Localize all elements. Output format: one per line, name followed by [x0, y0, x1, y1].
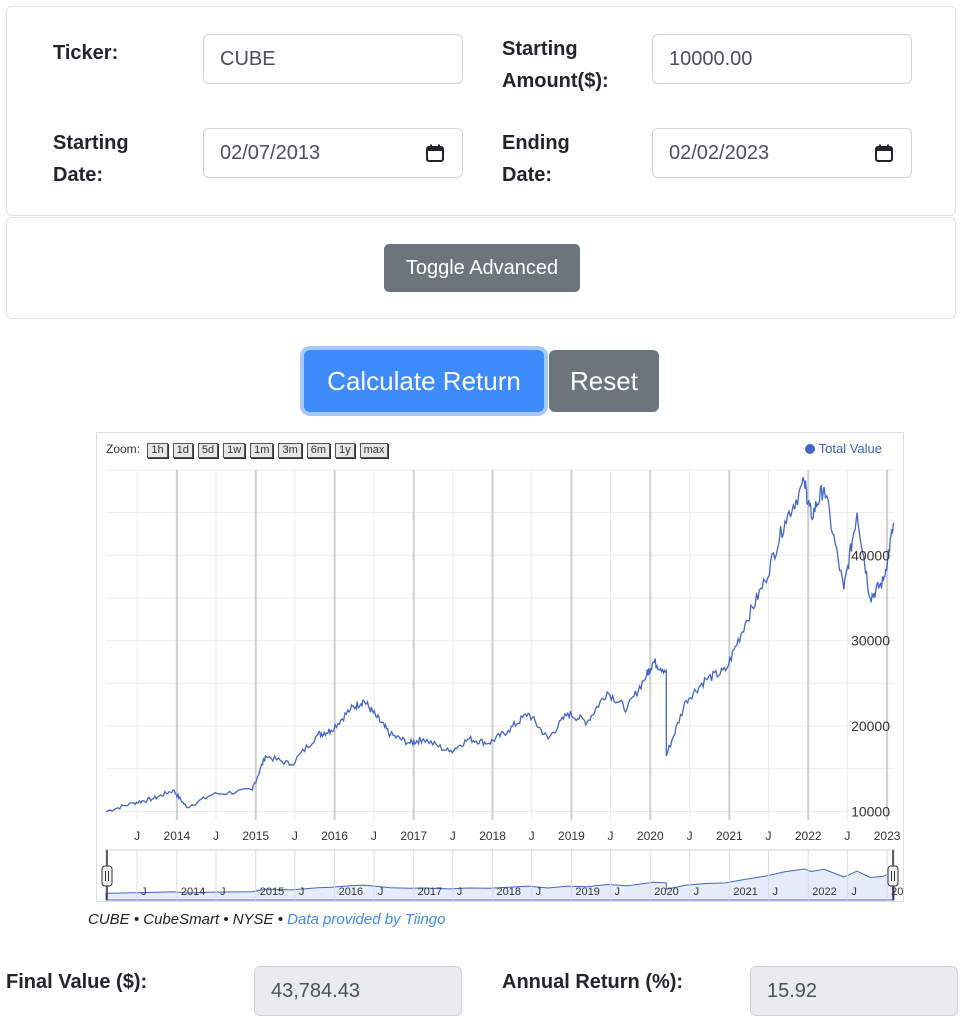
- navigator-tick-label: 2016: [339, 886, 363, 898]
- annual-return-label: Annual Return (%):: [502, 971, 684, 993]
- navigator-series: [105, 868, 895, 901]
- ticker-input[interactable]: CUBE: [203, 34, 463, 84]
- chart-legend[interactable]: Total Value: [805, 441, 882, 456]
- navigator-tick-label: 2022: [812, 886, 836, 898]
- legend-marker-icon: [805, 444, 816, 454]
- zoom-button-1d[interactable]: 1d: [172, 443, 193, 458]
- starting-amount-label: Starting Amount($):: [502, 38, 609, 92]
- x-tick-label: J: [134, 829, 140, 843]
- navigator-tick-label: 2021: [733, 886, 757, 898]
- chart-frame: [96, 432, 904, 902]
- starting-date-input[interactable]: 02/07/2013: [203, 128, 463, 178]
- navigator-tick-label: J: [694, 886, 700, 898]
- chart-caption: CUBE • CubeSmart • NYSE • Data provided …: [88, 911, 445, 928]
- calendar-icon[interactable]: [875, 144, 893, 162]
- x-tick-label: 2018: [479, 829, 506, 843]
- starting-date-value: 02/07/2013: [220, 142, 321, 164]
- navigator-tick-label: J: [378, 886, 384, 898]
- x-tick-label: J: [687, 829, 693, 843]
- navigator-tick-label: 2015: [260, 886, 284, 898]
- x-tick-label: J: [844, 829, 850, 843]
- reset-button[interactable]: Reset: [549, 350, 659, 412]
- navigator-handle-right[interactable]: [887, 865, 899, 887]
- x-tick-label: J: [765, 829, 771, 843]
- zoom-button-6m[interactable]: 6m: [306, 443, 331, 458]
- zoom-button-3m[interactable]: 3m: [278, 443, 302, 458]
- calculate-return-button[interactable]: Calculate Return: [304, 350, 544, 412]
- ending-date-value: 02/02/2023: [669, 142, 770, 164]
- navigator-handle-left[interactable]: [101, 865, 113, 887]
- zoom-bar: Zoom: 1h 1d 5d 1w 1m 3m 6m 1y max: [106, 442, 393, 458]
- y-tick-label: 10000: [851, 803, 890, 819]
- navigator-tick-label: J: [141, 886, 147, 898]
- navigator-tick-label: 2014: [181, 886, 205, 898]
- ending-date-label: Ending Date:: [502, 132, 570, 186]
- input-card: Ticker: CUBE Starting Amount($): 10000.0…: [6, 6, 956, 216]
- y-tick-label: 40000: [851, 547, 890, 563]
- x-tick-label: 2016: [321, 829, 348, 843]
- zoom-button-1w[interactable]: 1w: [223, 443, 246, 458]
- x-tick-label: 2020: [637, 829, 664, 843]
- starting-amount-input[interactable]: 10000.00: [652, 34, 912, 84]
- toggle-advanced-button[interactable]: Toggle Advanced: [384, 244, 580, 292]
- y-tick-label: 30000: [851, 633, 890, 649]
- zoom-button-1y[interactable]: 1y: [335, 443, 355, 458]
- advanced-card: Toggle Advanced: [6, 217, 956, 319]
- tiingo-link[interactable]: Data provided by Tiingo: [287, 911, 446, 928]
- x-tick-label: 2014: [164, 829, 191, 843]
- navigator-tick-label: J: [615, 886, 621, 898]
- x-tick-label: 2019: [558, 829, 585, 843]
- navigator-tick-label: J: [772, 886, 778, 898]
- x-tick-label: 2015: [242, 829, 269, 843]
- x-tick-label: 2017: [400, 829, 427, 843]
- legend-label: Total Value: [818, 441, 882, 456]
- navigator-tick-label: J: [299, 886, 305, 898]
- x-tick-label: J: [529, 829, 535, 843]
- navigator-tick-label: J: [220, 886, 226, 898]
- zoom-button-1m[interactable]: 1m: [250, 443, 274, 458]
- navigator-tick-label: J: [851, 886, 857, 898]
- final-value-output: 43,784.43: [254, 966, 462, 1016]
- navigator-tick-label: 2018: [497, 886, 521, 898]
- x-tick-label: 2021: [716, 829, 743, 843]
- caption-text: CUBE • CubeSmart • NYSE •: [88, 911, 288, 928]
- x-tick-label: J: [292, 829, 298, 843]
- x-tick-label: J: [450, 829, 456, 843]
- navigator-tick-label: 2019: [575, 886, 599, 898]
- navigator-tick-label: 2020: [654, 886, 678, 898]
- annual-return-output: 15.92: [750, 966, 958, 1016]
- starting-date-label: Starting Date:: [53, 132, 129, 186]
- calendar-icon[interactable]: [426, 144, 444, 162]
- navigator-tick-label: 2023: [891, 886, 904, 898]
- ticker-label: Ticker:: [53, 42, 119, 64]
- zoom-button-5d[interactable]: 5d: [197, 443, 219, 458]
- final-value-label: Final Value ($):: [6, 971, 148, 993]
- navigator-tick-label: 2017: [418, 886, 442, 898]
- chart-svg: 10000 20000 30000 40000 J 2014 J 2015 J 2016 J 201…: [96, 432, 904, 902]
- series-line-total-value: [105, 477, 895, 813]
- zoom-button-max[interactable]: max: [359, 443, 389, 458]
- navigator-tick-label: J: [536, 886, 542, 898]
- x-tick-label: J: [371, 829, 377, 843]
- x-tick-label: 2023: [874, 829, 901, 843]
- x-tick-label: J: [213, 829, 219, 843]
- x-tick-label: J: [608, 829, 614, 843]
- chart-container: 10000 20000 30000 40000 J 2014 J 2015 J 2016 J 201…: [96, 432, 904, 902]
- zoom-button-1h[interactable]: 1h: [147, 443, 168, 458]
- y-tick-label: 20000: [851, 718, 890, 734]
- ending-date-input[interactable]: 02/02/2023: [652, 128, 912, 178]
- navigator-tick-label: J: [457, 886, 463, 898]
- x-tick-label: 2022: [795, 829, 822, 843]
- zoom-label: Zoom:: [106, 442, 141, 456]
